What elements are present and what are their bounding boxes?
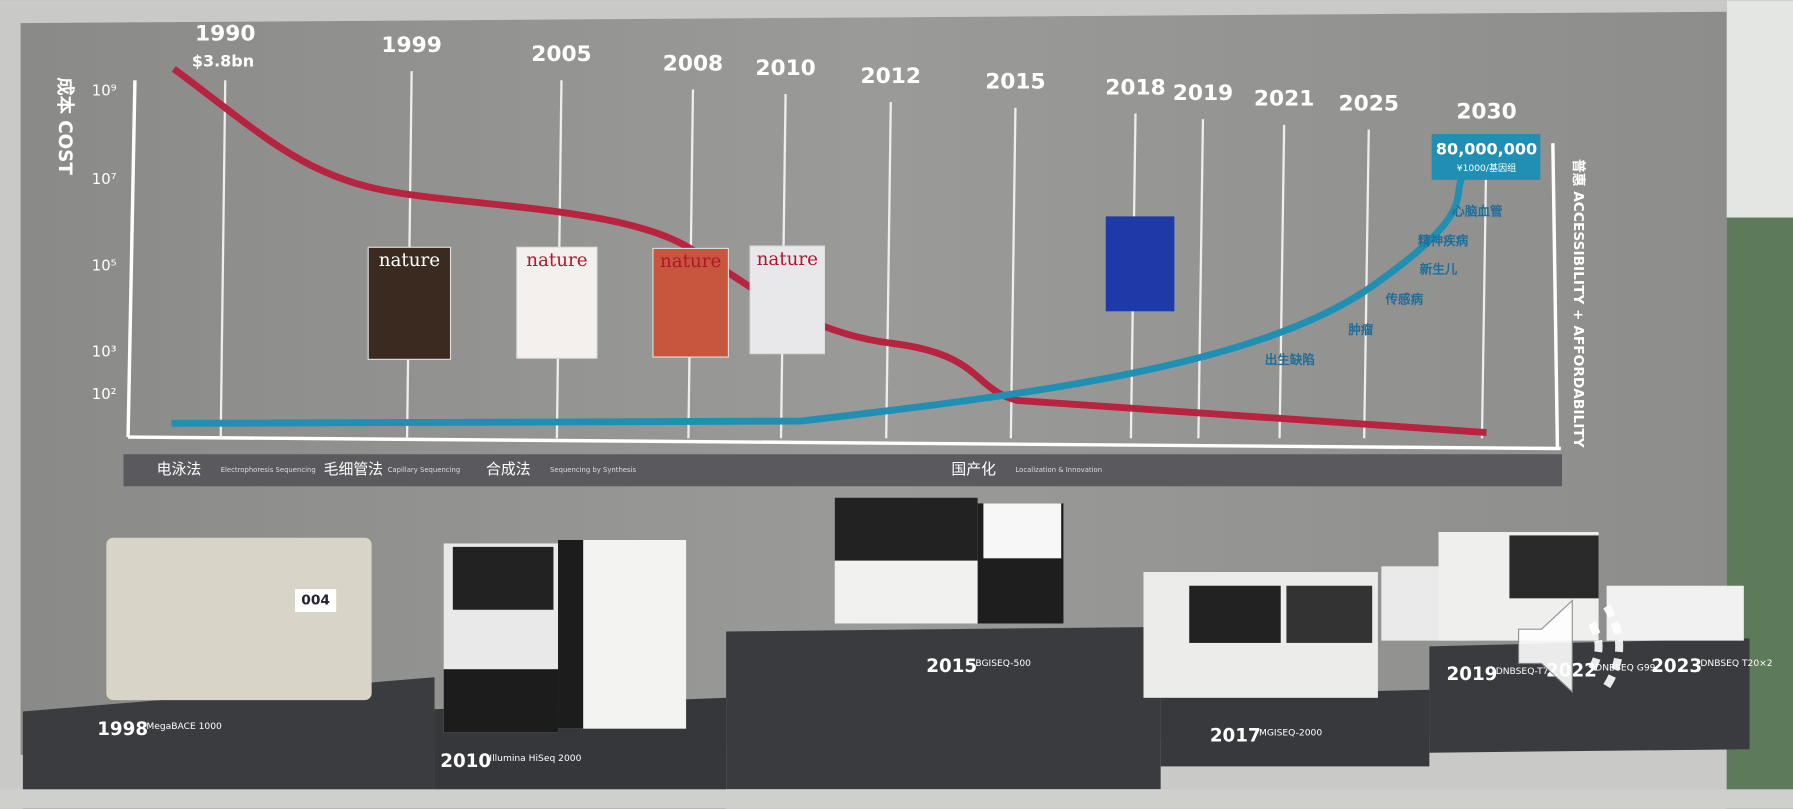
cover-title: nature — [379, 250, 440, 271]
y-axis-label: 成本 COST — [54, 77, 76, 175]
instrument-name: MegaBACE 1000 — [146, 722, 222, 732]
application-label: 传感病 — [1384, 291, 1423, 306]
method-en: Electrophoresis Sequencing — [221, 466, 316, 474]
application-label: 肿瘤 — [1348, 322, 1374, 337]
instrument-name: DNBSEQ-T7 — [1496, 667, 1549, 677]
y-tick-label: 10⁷ — [92, 170, 117, 188]
screen — [1286, 586, 1372, 643]
target-note: ¥1000/基因组 — [1457, 162, 1516, 174]
screen — [1189, 586, 1280, 643]
cover-title: nature — [526, 250, 587, 271]
y-tick-label: 10⁹ — [92, 82, 117, 100]
year-label: 2015 — [985, 70, 1045, 95]
instrument-year: 2010 — [440, 751, 491, 772]
year-label: 2030 — [1456, 99, 1516, 124]
year-label: 2018 — [1105, 75, 1165, 100]
cover-title: nature — [757, 249, 818, 270]
instrument-name: DNBSEQ G99 — [1595, 664, 1655, 674]
year-label: 1990 — [195, 22, 255, 47]
machine-panel — [983, 503, 1061, 558]
instrument-name: MGISEQ-2000 — [1259, 729, 1322, 739]
machine-number: 004 — [301, 593, 330, 609]
year-label: 2019 — [1173, 81, 1233, 106]
year-label: 2021 — [1254, 87, 1314, 112]
machine — [106, 538, 371, 700]
instrument-year: 2019 — [1447, 664, 1498, 685]
machine — [1607, 586, 1744, 641]
method-name: 电泳法 — [157, 460, 202, 478]
instrument-year: 2017 — [1210, 726, 1261, 747]
application-label: 新生儿 — [1420, 262, 1458, 277]
photo: 1990 1999 2005 2008 2010 2012 2015 2018 2019 2021… — [0, 0, 1793, 809]
right-axis-label: 普惠 ACCESSIBILITY + AFFORDABILITY — [1570, 159, 1587, 449]
y-tick-label: 10³ — [92, 342, 117, 360]
year-label: 2012 — [861, 64, 921, 89]
screen — [835, 498, 978, 561]
year-label: 2025 — [1339, 91, 1399, 116]
y-tick-label: 10² — [92, 385, 117, 403]
instrument-year: 1998 — [97, 719, 148, 740]
method-name: 合成法 — [486, 460, 531, 478]
cover-title: nature — [660, 251, 721, 272]
method-en: Capillary Sequencing — [388, 466, 461, 474]
instrument-name: BGISEQ-500 — [975, 659, 1031, 669]
method-name: 毛细管法 — [324, 460, 383, 478]
screen — [1509, 535, 1598, 598]
instrument-year: 2015 — [926, 656, 977, 677]
year-label: 2005 — [531, 42, 591, 67]
floor — [0, 789, 1793, 808]
year-label: 1999 — [381, 33, 441, 58]
application-label: 心脑血管 — [1452, 203, 1503, 218]
instrument-year: 2023 — [1651, 656, 1702, 677]
application-label: 精神疾病 — [1418, 233, 1469, 248]
method-en: Localization & Innovation — [1015, 466, 1102, 474]
platform — [726, 627, 1161, 789]
y-tick-label: 10⁵ — [92, 257, 117, 275]
method-name: 国产化 — [951, 460, 996, 478]
instrument-name: Illumina HiSeq 2000 — [489, 754, 581, 764]
machine-base — [444, 669, 558, 732]
start-cost: $3.8bn — [192, 52, 254, 71]
application-label: 出生缺陷 — [1265, 352, 1315, 367]
window-frame — [1727, 0, 1793, 217]
machine-side — [558, 540, 583, 729]
year-label: 2010 — [755, 56, 815, 81]
instrument-name: DNBSEQ T20×2 — [1700, 659, 1772, 669]
poster — [1106, 216, 1175, 311]
screen — [453, 547, 554, 610]
year-label: 2008 — [663, 51, 723, 76]
method-en: Sequencing by Synthesis — [550, 466, 636, 474]
target-value: 80,000,000 — [1436, 140, 1537, 159]
